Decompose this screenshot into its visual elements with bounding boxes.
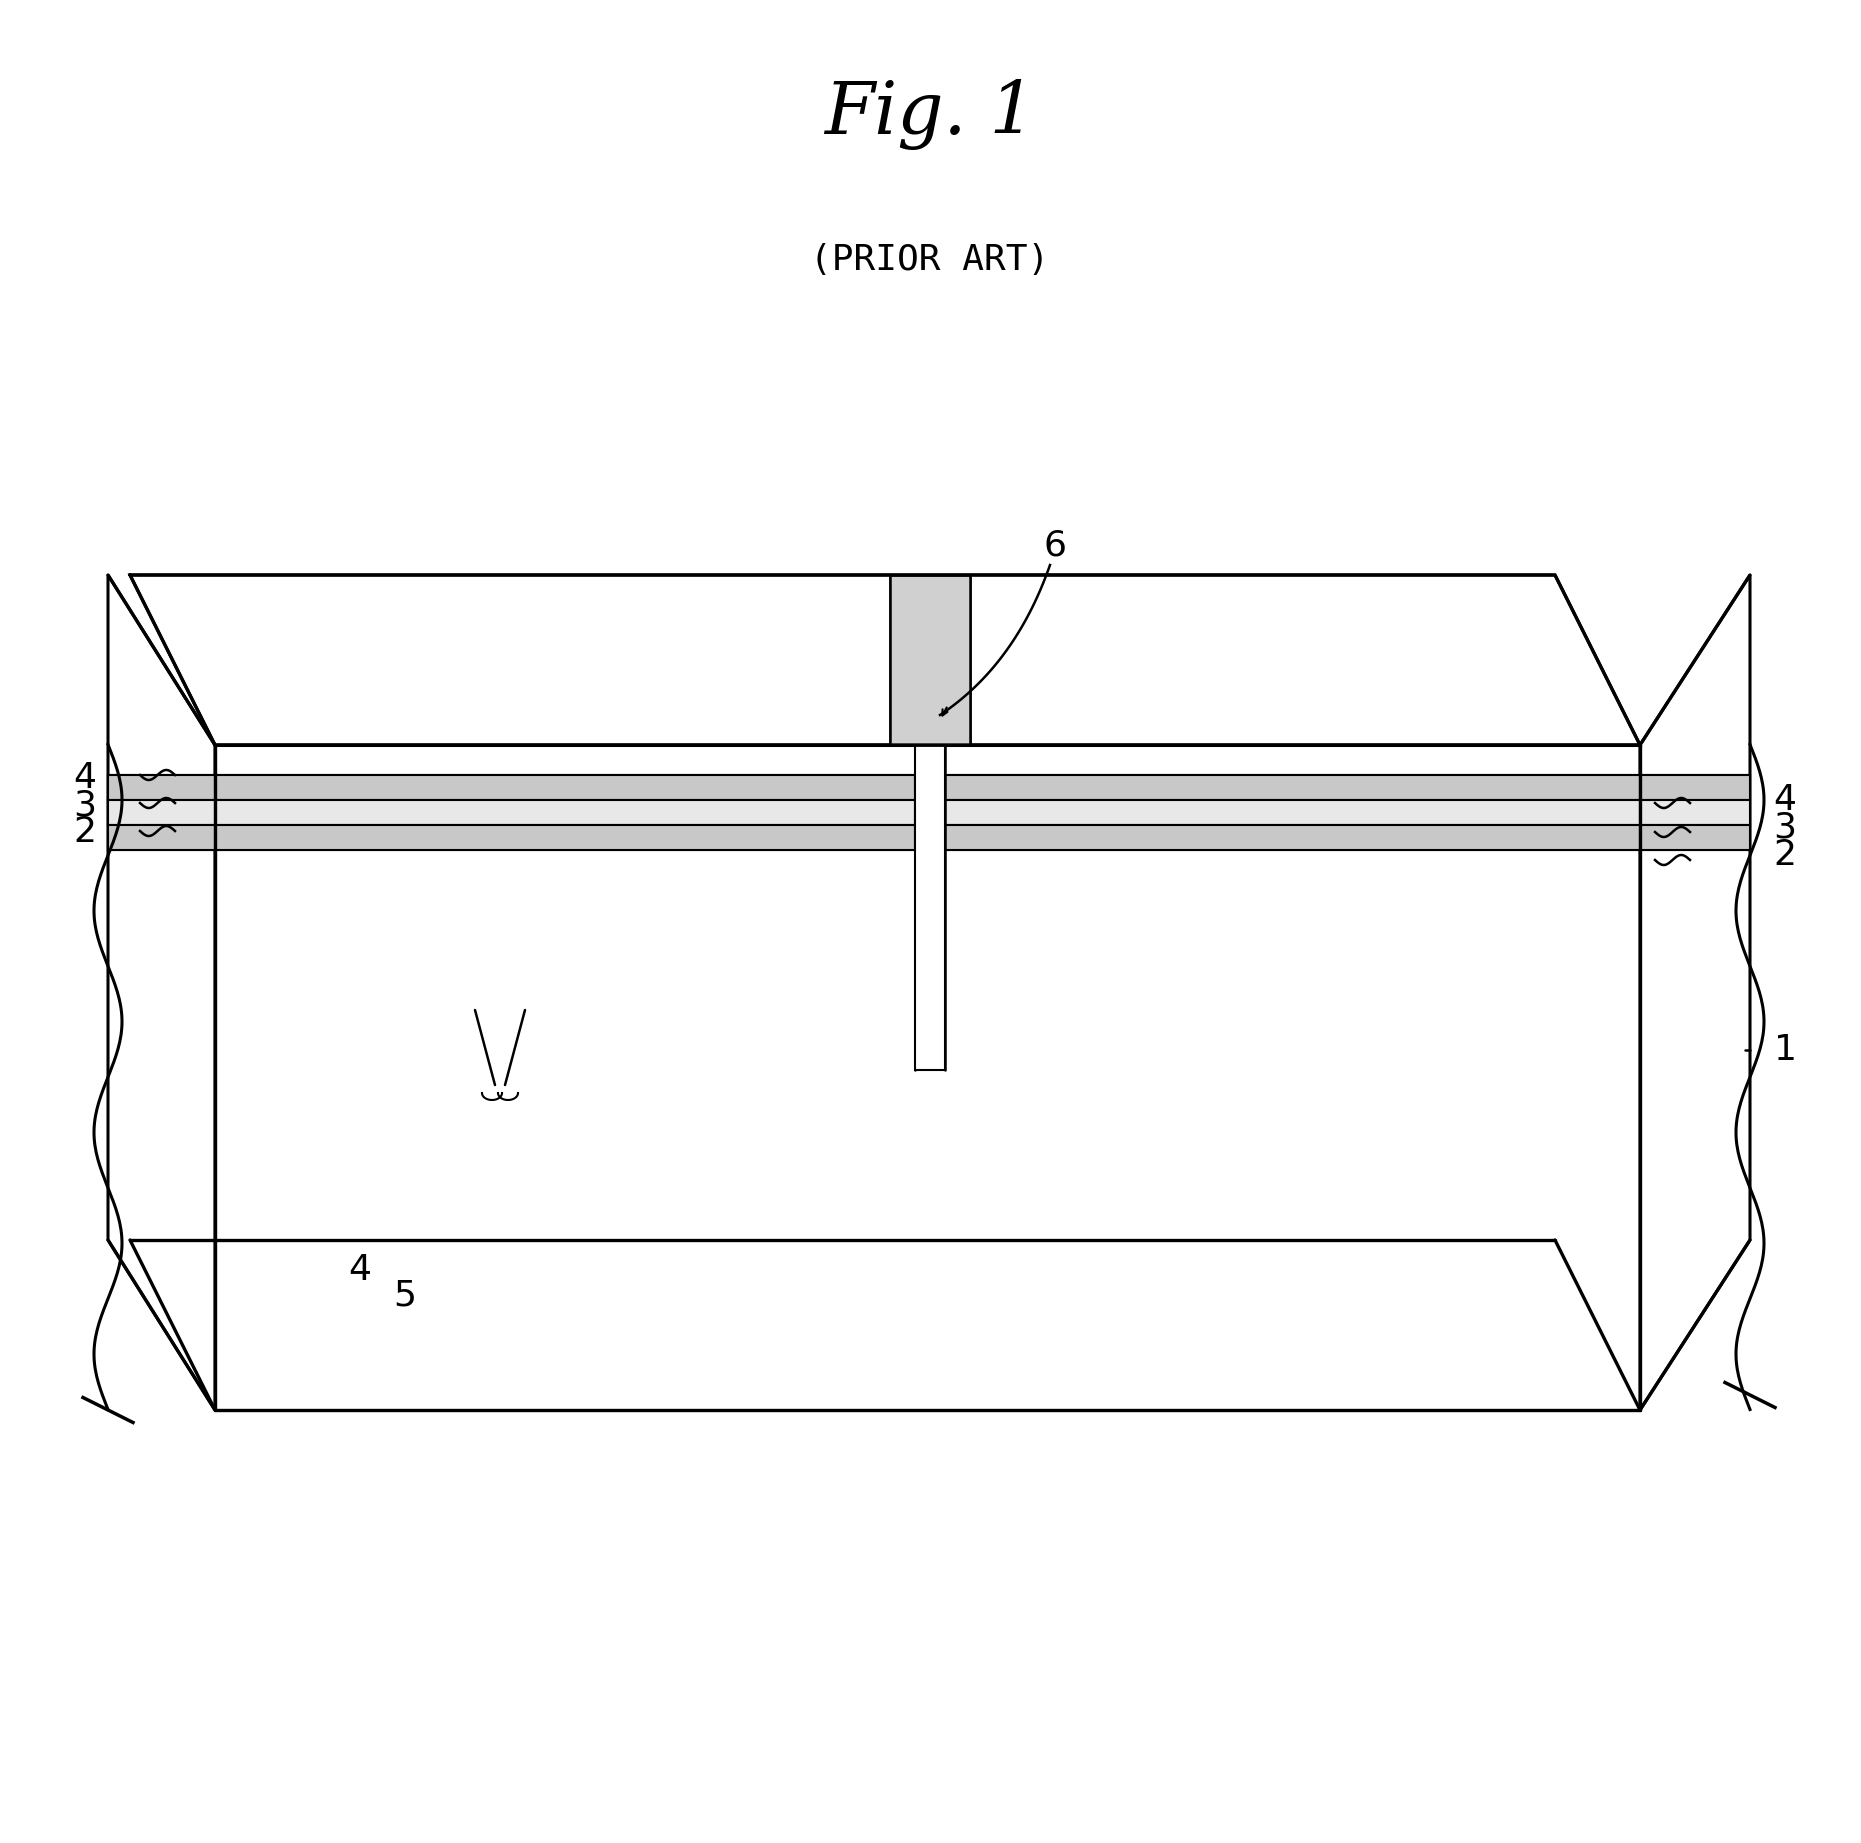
Polygon shape [945, 826, 1640, 850]
Text: 2: 2 [73, 815, 97, 850]
Polygon shape [216, 826, 916, 850]
Text: (PRIOR ART): (PRIOR ART) [810, 243, 1050, 276]
Polygon shape [945, 826, 1640, 850]
Polygon shape [916, 745, 945, 1071]
Polygon shape [216, 800, 916, 826]
Polygon shape [130, 575, 1640, 745]
Text: 1: 1 [1774, 1032, 1796, 1067]
Polygon shape [216, 776, 916, 800]
Polygon shape [1640, 575, 1749, 1410]
Polygon shape [216, 745, 1640, 1410]
Text: 3: 3 [1774, 811, 1796, 844]
Text: Fig. 1: Fig. 1 [824, 79, 1037, 151]
Polygon shape [130, 575, 1640, 745]
Text: 4: 4 [1774, 783, 1796, 816]
Text: 3: 3 [73, 789, 97, 824]
Polygon shape [108, 826, 216, 850]
Polygon shape [890, 575, 970, 745]
Text: 6: 6 [1044, 527, 1066, 562]
Polygon shape [216, 745, 1640, 1410]
Polygon shape [1640, 826, 1749, 850]
Polygon shape [108, 800, 216, 826]
Polygon shape [945, 800, 1640, 826]
Text: 5: 5 [393, 1277, 417, 1312]
Polygon shape [216, 826, 916, 850]
Polygon shape [1640, 826, 1749, 850]
Polygon shape [1640, 800, 1749, 826]
Polygon shape [1556, 575, 1749, 1410]
Polygon shape [108, 800, 216, 826]
Polygon shape [1640, 776, 1749, 800]
Polygon shape [945, 776, 1640, 800]
Polygon shape [1640, 776, 1749, 800]
Polygon shape [108, 575, 216, 1410]
Text: 2: 2 [1774, 839, 1796, 872]
Polygon shape [216, 776, 916, 800]
Polygon shape [108, 826, 216, 850]
Polygon shape [108, 776, 216, 800]
Polygon shape [945, 800, 1640, 826]
Polygon shape [945, 776, 1640, 800]
Polygon shape [108, 776, 216, 800]
Polygon shape [890, 575, 970, 745]
Text: 4: 4 [348, 1253, 372, 1286]
Text: 4: 4 [73, 761, 97, 794]
Polygon shape [216, 800, 916, 826]
Polygon shape [108, 575, 216, 1410]
Polygon shape [1640, 800, 1749, 826]
